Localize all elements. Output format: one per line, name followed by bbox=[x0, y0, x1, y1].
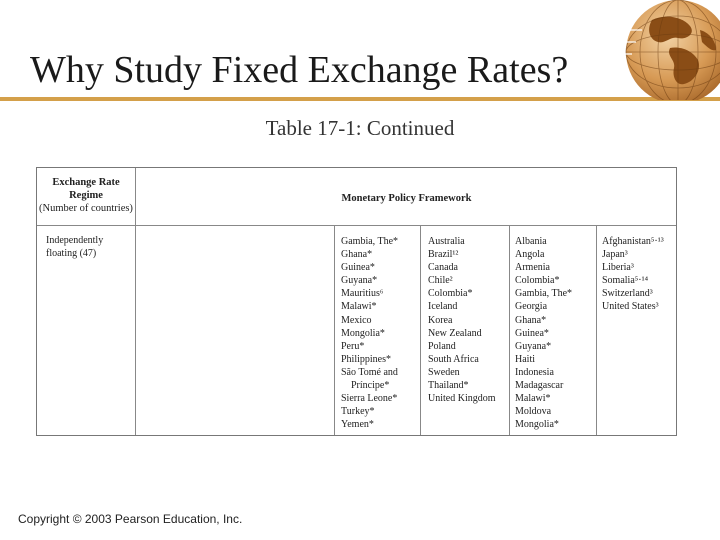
regime-header-line1: Exchange Rate bbox=[52, 177, 120, 188]
country-item: South Africa bbox=[428, 353, 479, 365]
country-item: Mexico bbox=[341, 314, 372, 326]
regime-name-line1: Independently bbox=[46, 235, 104, 246]
country-item: United Kingdom bbox=[428, 393, 496, 405]
table-caption-number: Table 17-1 bbox=[265, 116, 356, 140]
country-item: Ghana* bbox=[341, 249, 373, 261]
country-item: Liberia³ bbox=[602, 262, 634, 274]
column-divider bbox=[596, 225, 597, 435]
country-item: Turkey* bbox=[341, 406, 375, 418]
country-item: Moldova bbox=[515, 406, 552, 418]
column-divider bbox=[420, 225, 421, 435]
slide-title: Why Study Fixed Exchange Rates? bbox=[30, 49, 569, 91]
country-item: São Tomé and bbox=[341, 366, 398, 378]
country-item: Armenia bbox=[515, 262, 550, 274]
country-item: Príncipe* bbox=[351, 380, 390, 392]
country-item: Indonesia bbox=[515, 366, 554, 378]
country-item: Sweden bbox=[428, 366, 460, 378]
country-item: Mauritius⁶ bbox=[341, 288, 384, 300]
country-item: Korea bbox=[428, 314, 453, 326]
country-item: Canada bbox=[428, 262, 458, 274]
regime-column-header: Exchange Rate Regime (Number of countrie… bbox=[39, 176, 133, 215]
column-divider bbox=[135, 168, 136, 435]
country-item: Guyana* bbox=[515, 340, 552, 352]
table-caption-suffix: : Continued bbox=[355, 116, 455, 140]
country-column-1: Gambia, The* Ghana* Guinea* Guyana* Maur… bbox=[341, 235, 398, 431]
country-item: Philippines* bbox=[341, 353, 392, 365]
country-item: Australia bbox=[428, 236, 465, 247]
globe-logo bbox=[612, 0, 720, 100]
title-underline bbox=[0, 97, 720, 101]
framework-column-header: Monetary Policy Framework bbox=[341, 193, 472, 204]
country-item: Colombia* bbox=[515, 275, 560, 287]
regime-header-line3: (Number of countries) bbox=[39, 203, 133, 214]
country-item: Angola bbox=[515, 249, 545, 261]
country-item: Somalia⁵·¹⁴ bbox=[602, 275, 649, 287]
country-item: Afghanistan⁵·¹³ bbox=[602, 236, 664, 247]
country-item: Madagascar bbox=[515, 380, 564, 392]
country-column-3: Albania Angola Armenia Colombia* Gambia,… bbox=[515, 235, 572, 431]
country-item: Peru* bbox=[341, 340, 365, 352]
country-item: Iceland bbox=[428, 301, 458, 313]
country-item: Poland bbox=[428, 340, 456, 352]
country-item: Sierra Leone* bbox=[341, 393, 398, 405]
country-item: Mongolia* bbox=[515, 419, 559, 431]
copyright-notice: Copyright © 2003 Pearson Education, Inc. bbox=[18, 512, 243, 526]
country-item: Malawi* bbox=[341, 301, 377, 313]
country-item: United States³ bbox=[602, 301, 659, 313]
country-item: New Zealand bbox=[428, 327, 482, 339]
country-item: Japan³ bbox=[602, 249, 628, 261]
regime-header-line2: Regime bbox=[69, 190, 103, 201]
country-item: Yemen* bbox=[341, 419, 374, 431]
table-caption: Table 17-1: Continued bbox=[0, 116, 720, 141]
column-divider bbox=[334, 225, 335, 435]
country-item: Guyana* bbox=[341, 275, 378, 287]
country-item: Guinea* bbox=[515, 327, 549, 339]
country-item: Malawi* bbox=[515, 393, 551, 405]
country-column-4: Afghanistan⁵·¹³ Japan³ Liberia³ Somalia⁵… bbox=[602, 235, 664, 314]
country-item: Ghana* bbox=[515, 314, 547, 326]
country-column-2: Australia Brazil¹² Canada Chile² Colombi… bbox=[428, 235, 496, 405]
regime-name-line2: floating (47) bbox=[46, 248, 97, 259]
country-item: Gambia, The* bbox=[515, 288, 573, 300]
country-item: Haiti bbox=[515, 353, 535, 365]
country-item: Switzerland³ bbox=[602, 288, 653, 300]
country-item: Mongolia* bbox=[341, 327, 385, 339]
country-item: Georgia bbox=[515, 301, 548, 313]
country-item: Gambia, The* bbox=[341, 236, 399, 247]
country-item: Albania bbox=[515, 236, 547, 247]
country-item: Colombia* bbox=[428, 288, 473, 300]
country-item: Guinea* bbox=[341, 262, 375, 274]
header-divider bbox=[37, 225, 676, 226]
regime-name: Independently floating (47) bbox=[46, 234, 136, 260]
exchange-rate-table: Exchange Rate Regime (Number of countrie… bbox=[36, 167, 677, 436]
country-item: Thailand* bbox=[428, 380, 469, 392]
country-item: Chile² bbox=[428, 275, 453, 287]
column-divider bbox=[509, 225, 510, 435]
country-item: Brazil¹² bbox=[428, 249, 459, 261]
